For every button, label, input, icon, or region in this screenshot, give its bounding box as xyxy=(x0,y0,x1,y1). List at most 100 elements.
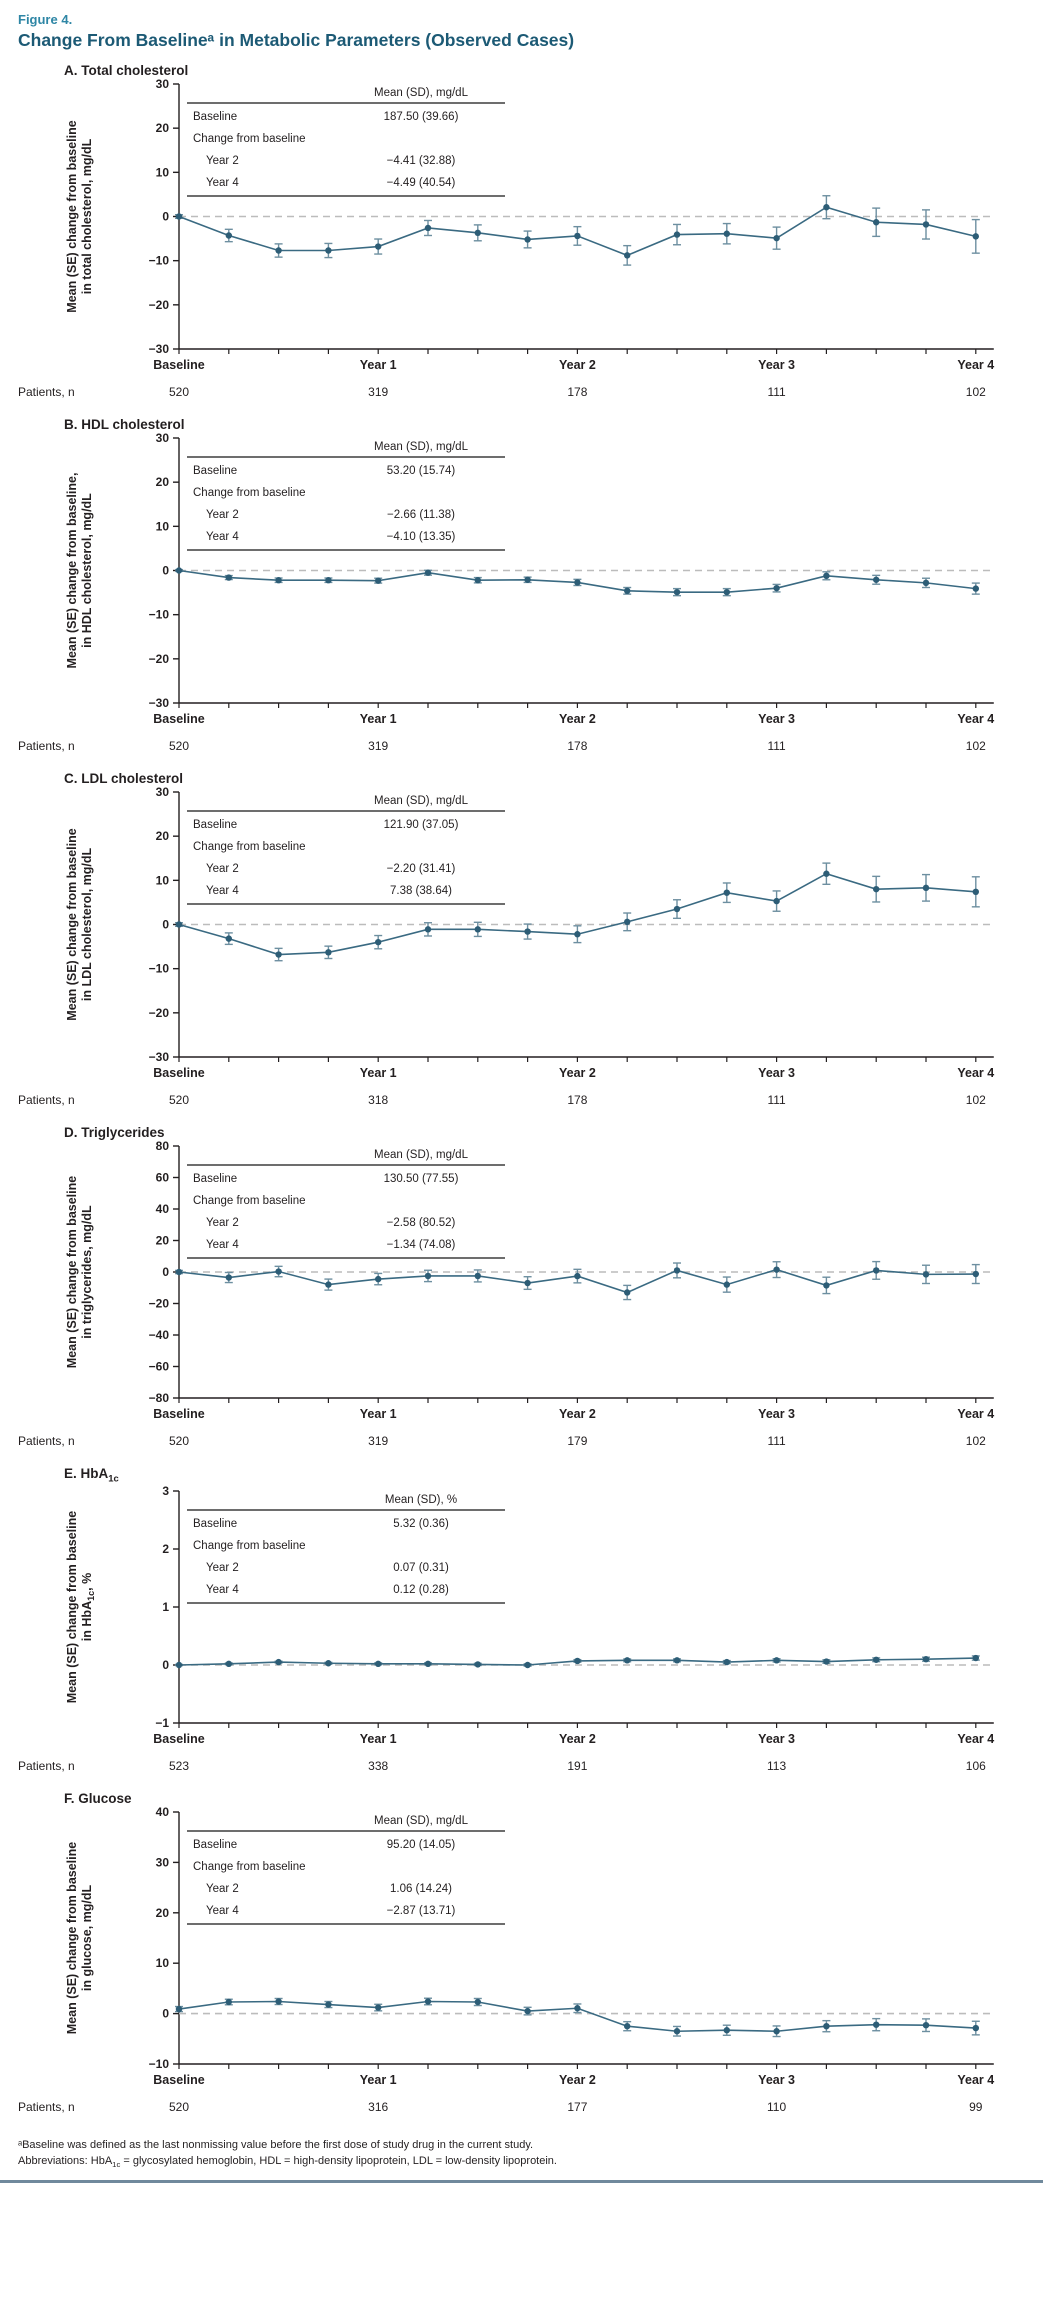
y-tick-label: 1 xyxy=(162,1600,169,1614)
data-point xyxy=(574,579,581,586)
data-point xyxy=(673,1656,681,1664)
x-tick-label: Year 4 xyxy=(957,1407,994,1421)
data-point xyxy=(823,1282,830,1289)
patients-label: Patients, n xyxy=(18,1758,75,1773)
data-point xyxy=(424,569,432,576)
inset-table-row-value: 0.12 (0.28) xyxy=(393,1584,449,1596)
footnote-baseline: ᵃBaseline was defined as the last nonmis… xyxy=(18,2138,534,2151)
chart-a: Mean (SE) change from baselinein total c… xyxy=(65,78,994,372)
x-tick-label: Year 2 xyxy=(559,1407,596,1421)
y-tick-label: −10 xyxy=(149,962,170,976)
inset-table: Mean (SD), mg/dL Baseline 130.50 (77.55) Ch… xyxy=(187,1149,505,1259)
x-tick-label: Year 3 xyxy=(758,358,795,372)
data-point xyxy=(773,1266,780,1273)
inset-table: Mean (SD), mg/dL Baseline 53.20 (15.74) Cha… xyxy=(187,441,505,551)
data-point xyxy=(823,572,830,579)
data-point xyxy=(873,1656,880,1663)
x-axis: Baseline Year 1 Year 2 Year 3 Year 4 xyxy=(153,348,994,372)
y-tick-label: −10 xyxy=(149,608,170,622)
data-point xyxy=(922,884,930,892)
data-point xyxy=(375,1275,382,1283)
inset-table-header: Mean (SD), mg/dL xyxy=(374,1815,469,1827)
patients-row-a: Patients, n 520 319 178 111 102 xyxy=(0,385,1043,407)
data-point xyxy=(624,1656,631,1664)
data-point xyxy=(175,2005,183,2012)
x-tick-label: Baseline xyxy=(153,1732,204,1746)
patients-label: Patients, n xyxy=(18,2099,75,2114)
inset-table-row-value: −2.66 (11.38) xyxy=(387,509,455,521)
data-point xyxy=(773,897,780,905)
error-bars xyxy=(175,1260,980,1301)
x-tick-label: Year 1 xyxy=(360,1066,397,1080)
y-tick-label: 30 xyxy=(156,78,170,91)
y-axis: 30 20 10 0 −10 −20 −30 xyxy=(149,786,180,1064)
inset-table-row-label: Year 2 xyxy=(206,1217,239,1229)
y-tick-label: −20 xyxy=(149,1006,170,1020)
x-tick-label: Year 3 xyxy=(758,1407,795,1421)
patients-row-f: Patients, n 520 316 177 110 99 xyxy=(0,2100,1043,2122)
data-point xyxy=(574,232,581,240)
x-tick-label: Year 2 xyxy=(559,358,596,372)
data-point xyxy=(723,230,730,237)
x-tick-label: Year 2 xyxy=(559,1732,596,1746)
data-point xyxy=(325,577,332,584)
data-point xyxy=(972,585,979,592)
y-tick-label: −1 xyxy=(155,1716,169,1730)
data-point xyxy=(873,885,880,893)
y-tick-label: −80 xyxy=(149,1391,170,1405)
chart-f: Mean (SE) change from baselinein glucose… xyxy=(65,1806,994,2087)
panel-title-d: D. Triglycerides xyxy=(64,1125,165,1140)
y-tick-label: 0 xyxy=(162,2006,169,2020)
patients-count: 319 xyxy=(368,739,389,753)
figure-footnotes: ᵃBaseline was defined as the last nonmis… xyxy=(18,2138,1043,2170)
inset-table-row-value: −4.49 (40.54) xyxy=(387,177,456,189)
data-point xyxy=(375,243,382,250)
patients-row-c: Patients, n 520 318 178 111 102 xyxy=(0,1093,1043,1115)
inset-table-row-label: Change from baseline xyxy=(193,133,306,145)
data-point xyxy=(873,2021,880,2028)
y-axis-label: Mean (SE) change from baseline,in HDL ch… xyxy=(65,473,94,669)
y-axis-label: Mean (SE) change from baselinein triglyc… xyxy=(65,1176,94,1368)
data-point xyxy=(723,889,730,896)
patients-count: 102 xyxy=(965,739,986,753)
y-tick-label: −30 xyxy=(149,696,170,710)
patients-count: 111 xyxy=(767,1434,786,1448)
inset-table-row-label: Baseline xyxy=(193,819,237,831)
inset-table-row-value: 7.38 (38.64) xyxy=(390,885,452,897)
x-tick-label: Year 1 xyxy=(360,1732,397,1746)
patients-count: 99 xyxy=(969,2099,983,2114)
inset-table-row-value: −2.87 (13.71) xyxy=(387,1905,456,1917)
x-tick-label: Year 3 xyxy=(758,1732,795,1746)
x-tick-label: Year 3 xyxy=(758,712,795,726)
data-point xyxy=(474,926,481,933)
patients-count: 102 xyxy=(965,385,986,399)
x-axis: Baseline Year 1 Year 2 Year 3 Year 4 xyxy=(153,1721,994,1746)
data-point xyxy=(873,219,880,226)
inset-table: Mean (SD), % Baseline 5.32 (0.36) Change fr… xyxy=(187,1494,505,1604)
inset-table-row-value: 187.50 (39.66) xyxy=(384,111,459,123)
patients-count: 102 xyxy=(965,1093,986,1107)
patients-count: 318 xyxy=(368,1093,389,1107)
data-point xyxy=(574,1657,581,1664)
x-tick-label: Baseline xyxy=(153,358,204,372)
y-tick-label: 0 xyxy=(162,918,169,932)
x-tick-label: Baseline xyxy=(153,2073,204,2087)
data-point xyxy=(325,1281,332,1288)
y-tick-label: 0 xyxy=(162,1658,169,1672)
data-point xyxy=(624,2022,631,2030)
panel-c: C. LDL cholesterol Mean (SE) change from … xyxy=(0,771,1043,1115)
patients-count: 178 xyxy=(567,739,588,753)
patients-count: 319 xyxy=(368,1434,389,1448)
inset-table-row-label: Year 4 xyxy=(206,1584,239,1596)
figure-header: Figure 4. Change From Baselineᵃ in Metab… xyxy=(0,0,1043,51)
data-point xyxy=(325,949,332,956)
patients-count: 520 xyxy=(168,739,190,753)
inset-table-row-value: 5.32 (0.36) xyxy=(393,1518,449,1530)
footnote-abbreviations: Abbreviations: HbA1c = glycosylated hemo… xyxy=(18,2154,557,2169)
inset-table-row-value: −2.58 (80.52) xyxy=(387,1217,456,1229)
y-tick-label: 10 xyxy=(156,165,170,179)
y-axis-label: Mean (SE) change from baselinein glucose… xyxy=(65,1841,94,2033)
data-point xyxy=(972,1270,979,1278)
data-point xyxy=(225,1660,232,1667)
panel-d: D. Triglycerides Mean (SE) change from ba… xyxy=(0,1125,1043,1456)
